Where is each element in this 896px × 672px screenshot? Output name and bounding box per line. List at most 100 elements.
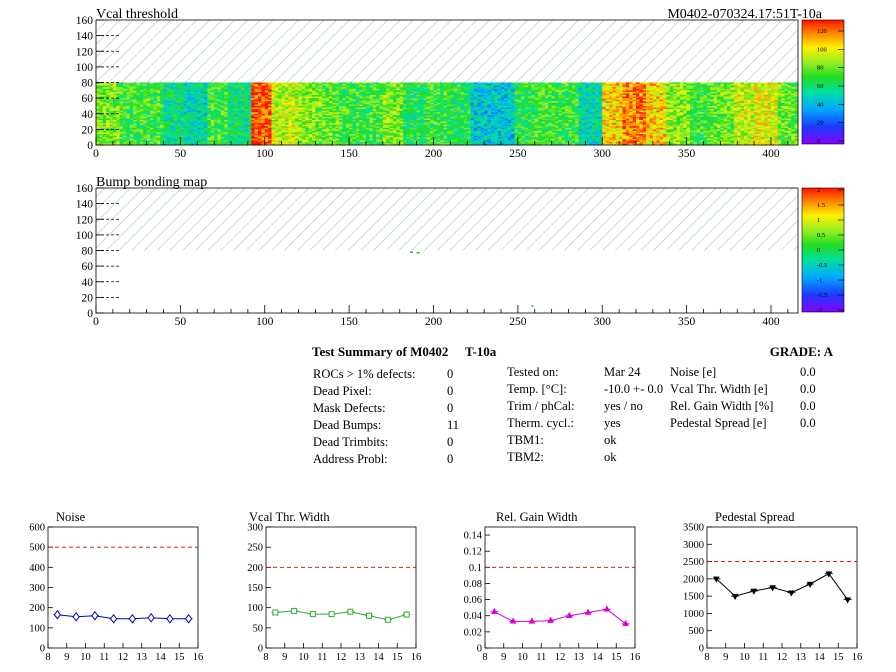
summary-label: Dead Trimbits: bbox=[313, 435, 388, 449]
y-tick-label: 0.08 bbox=[464, 579, 482, 590]
vcal-palette bbox=[801, 19, 845, 145]
data-point bbox=[806, 581, 814, 589]
y-tick-label: 80 bbox=[82, 78, 94, 90]
summary-label: Temp. [°C]: bbox=[507, 382, 567, 396]
y-tick-label: 0.02 bbox=[464, 627, 482, 638]
y-tick-label: 0 bbox=[258, 644, 263, 655]
x-tick-label: 13 bbox=[574, 652, 585, 663]
map1-title: Vcal threshold bbox=[96, 7, 178, 22]
palette-tick-label: -1 bbox=[817, 277, 822, 284]
data-point bbox=[509, 617, 517, 624]
palette-tick-label: 1.5 bbox=[817, 202, 825, 209]
bump-palette-ticks: 2 1.5 1 0.5 0 -0.5 -1 -1.5 -2 bbox=[817, 187, 844, 314]
x-tick-label: 300 bbox=[594, 148, 612, 160]
y-tick-label: 200 bbox=[29, 603, 45, 614]
y-tick-label: 500 bbox=[29, 543, 45, 554]
y-tick-label: 0 bbox=[40, 644, 45, 655]
x-tick-label: 12 bbox=[118, 652, 129, 663]
x-tick-label: 9 bbox=[501, 652, 506, 663]
x-tick-label: 15 bbox=[833, 652, 844, 663]
y-tick-label: 100 bbox=[76, 230, 94, 242]
x-tick-label: 12 bbox=[336, 652, 347, 663]
x-tick-label: 11 bbox=[536, 652, 546, 663]
x-tick-label: 50 bbox=[175, 148, 187, 160]
summary-value: 0 bbox=[447, 367, 453, 381]
y-tick-label: 60 bbox=[82, 93, 94, 105]
summary-title: Test Summary of M0402 bbox=[312, 344, 448, 359]
data-point bbox=[787, 590, 795, 597]
x-tick-label: 400 bbox=[762, 148, 780, 160]
y-tick-label: 300 bbox=[29, 583, 45, 594]
y-tick-label: 100 bbox=[76, 62, 94, 74]
x-tick-label: 100 bbox=[256, 316, 274, 328]
data-point bbox=[584, 608, 592, 615]
chart-2: Rel. Gain Width 0 0.02 0.04 0.06 0.08 0.1 0.12 0… bbox=[464, 510, 641, 663]
bump-bonding-axes: 0 20 40 60 80 100 120 140 160 0 50 100 150 200 250 300 3… bbox=[76, 183, 799, 328]
summary-label: Address Probl: bbox=[313, 452, 388, 466]
vcal-threshold-map bbox=[96, 20, 799, 146]
dead-bump bbox=[531, 305, 534, 307]
y-tick-label: 160 bbox=[76, 15, 94, 27]
summary-value: 0 bbox=[447, 384, 453, 398]
x-tick-label: 12 bbox=[777, 652, 788, 663]
data-point bbox=[731, 593, 739, 601]
x-tick-label: 15 bbox=[392, 652, 403, 663]
data-point bbox=[309, 611, 316, 618]
y-tick-label: 80 bbox=[82, 246, 94, 258]
y-tick-label: 200 bbox=[247, 563, 263, 574]
y-tick-label: 120 bbox=[76, 46, 94, 58]
summary-temp-tag: T-10a bbox=[465, 344, 497, 359]
x-tick-label: 15 bbox=[174, 652, 185, 663]
summary-label: Mask Defects: bbox=[313, 401, 386, 415]
x-tick-label: 9 bbox=[64, 652, 69, 663]
summary-label: TBM2: bbox=[507, 450, 544, 464]
x-tick-label: 250 bbox=[509, 148, 527, 160]
palette-tick-label: -2 bbox=[817, 307, 822, 314]
x-tick-label: 14 bbox=[814, 652, 825, 663]
chart-frame bbox=[47, 526, 199, 649]
y-tick-label: 0 bbox=[477, 644, 482, 655]
summary-value: 0.0 bbox=[800, 365, 816, 379]
x-tick-label: 16 bbox=[411, 652, 422, 663]
chart-frame bbox=[484, 526, 636, 649]
summary-label: TBM1: bbox=[507, 433, 544, 447]
data-point bbox=[825, 571, 833, 578]
chart-title: Vcal Thr. Width bbox=[249, 510, 330, 524]
x-tick-label: 16 bbox=[630, 652, 641, 663]
y-tick-label: 0.06 bbox=[464, 595, 482, 606]
y-tick-label: 3000 bbox=[683, 540, 704, 551]
data-point bbox=[712, 576, 720, 583]
x-tick-label: 8 bbox=[263, 652, 268, 663]
x-tick-label: 0 bbox=[93, 148, 99, 160]
y-tick-label: 2000 bbox=[683, 574, 704, 585]
vcal-threshold-axes: 0 20 40 60 80 100 120 140 160 0 50 100 150 200 250 300 3… bbox=[76, 15, 799, 160]
chart-title: Pedestal Spread bbox=[715, 510, 795, 524]
summary-table: ROCs > 1% defects: 0 Tested on: Mar 24 Noise… bbox=[313, 365, 816, 466]
chart-title: Rel. Gain Width bbox=[496, 510, 578, 524]
palette-tick-label: 0 bbox=[817, 247, 820, 254]
x-tick-label: 11 bbox=[758, 652, 768, 663]
x-tick-label: 16 bbox=[193, 652, 204, 663]
x-tick-label: 10 bbox=[517, 652, 528, 663]
chart-frame bbox=[706, 526, 858, 649]
palette-tick-label: 0 bbox=[817, 138, 820, 145]
y-tick-label: 0.14 bbox=[464, 531, 483, 542]
x-tick-label: 11 bbox=[99, 652, 109, 663]
data-point bbox=[72, 611, 80, 622]
x-tick-label: 13 bbox=[355, 652, 366, 663]
x-tick-label: 0 bbox=[93, 316, 99, 328]
summary-label: Dead Pixel: bbox=[313, 384, 372, 398]
palette-tick-label: 1 bbox=[817, 217, 820, 224]
palette-tick-label: -1.5 bbox=[817, 292, 827, 299]
x-tick-label: 16 bbox=[852, 652, 863, 663]
x-tick-label: 100 bbox=[256, 148, 274, 160]
y-tick-label: 100 bbox=[29, 623, 45, 634]
summary-value: -10.0 +- 0.0 bbox=[604, 382, 663, 396]
y-tick-label: 50 bbox=[253, 623, 264, 634]
summary-value: yes bbox=[604, 416, 621, 430]
x-tick-label: 13 bbox=[137, 652, 148, 663]
y-tick-label: 0 bbox=[87, 140, 93, 152]
series-line bbox=[275, 610, 407, 621]
chart-0: Noise 0 100 200 300 400 500 600 8 9 10 11 12 13 14 15 16 bbox=[29, 510, 203, 663]
